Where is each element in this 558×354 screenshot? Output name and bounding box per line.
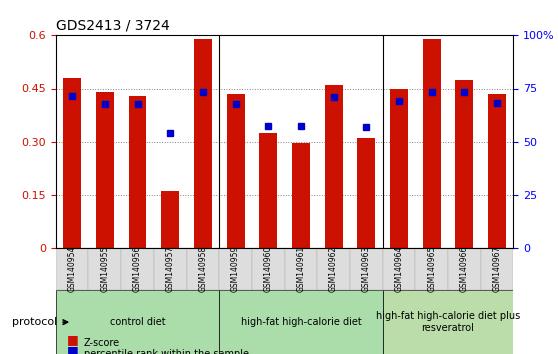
Bar <box>161 191 179 248</box>
Text: GSM140965: GSM140965 <box>427 246 436 292</box>
Bar <box>194 39 212 248</box>
FancyBboxPatch shape <box>383 248 415 290</box>
FancyBboxPatch shape <box>56 248 89 290</box>
Bar <box>488 94 506 248</box>
FancyBboxPatch shape <box>252 248 285 290</box>
FancyBboxPatch shape <box>89 248 121 290</box>
FancyBboxPatch shape <box>186 248 219 290</box>
Bar <box>325 85 343 248</box>
Text: GSM140964: GSM140964 <box>395 246 403 292</box>
Bar <box>292 143 310 248</box>
Bar <box>128 96 147 248</box>
Bar <box>357 138 376 248</box>
Bar <box>422 39 441 248</box>
Bar <box>63 78 81 248</box>
FancyBboxPatch shape <box>219 248 252 290</box>
Bar <box>390 88 408 248</box>
Text: control diet: control diet <box>110 317 165 327</box>
FancyBboxPatch shape <box>285 248 318 290</box>
Text: GSM140957: GSM140957 <box>166 246 175 292</box>
FancyBboxPatch shape <box>415 248 448 290</box>
Text: GSM140967: GSM140967 <box>493 246 502 292</box>
Text: GSM140955: GSM140955 <box>100 246 109 292</box>
Text: GSM140961: GSM140961 <box>296 246 305 292</box>
FancyBboxPatch shape <box>219 290 383 354</box>
Bar <box>455 80 473 248</box>
Text: protocol: protocol <box>12 317 68 327</box>
FancyBboxPatch shape <box>121 248 154 290</box>
Text: GSM140966: GSM140966 <box>460 246 469 292</box>
FancyBboxPatch shape <box>56 290 219 354</box>
Text: ■: ■ <box>67 333 79 346</box>
Text: GSM140960: GSM140960 <box>264 246 273 292</box>
FancyBboxPatch shape <box>480 248 513 290</box>
Text: percentile rank within the sample: percentile rank within the sample <box>84 349 249 354</box>
FancyBboxPatch shape <box>448 248 480 290</box>
FancyBboxPatch shape <box>318 248 350 290</box>
Text: GSM140962: GSM140962 <box>329 246 338 292</box>
Text: GSM140958: GSM140958 <box>199 246 208 292</box>
Text: GSM140956: GSM140956 <box>133 246 142 292</box>
Text: GSM140959: GSM140959 <box>231 246 240 292</box>
Text: GSM140954: GSM140954 <box>68 246 76 292</box>
Text: GSM140963: GSM140963 <box>362 246 371 292</box>
Text: Z-score: Z-score <box>84 338 120 348</box>
Text: ■: ■ <box>67 344 79 354</box>
Text: high-fat high-calorie diet: high-fat high-calorie diet <box>240 317 361 327</box>
FancyBboxPatch shape <box>154 248 186 290</box>
Text: GDS2413 / 3724: GDS2413 / 3724 <box>56 19 170 33</box>
Bar <box>96 92 114 248</box>
Bar <box>227 94 244 248</box>
FancyBboxPatch shape <box>383 290 513 354</box>
Text: high-fat high-calorie diet plus
resveratrol: high-fat high-calorie diet plus resverat… <box>376 311 520 333</box>
Bar <box>259 133 277 248</box>
FancyBboxPatch shape <box>350 248 383 290</box>
